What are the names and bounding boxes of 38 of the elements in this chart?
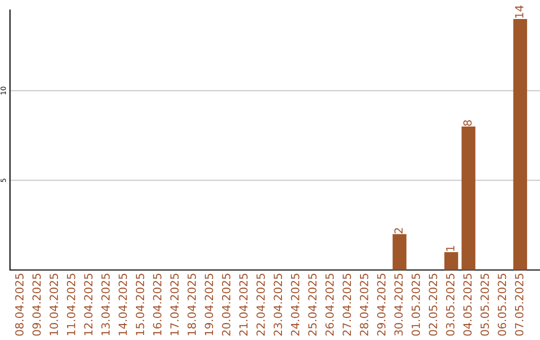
x-tick-label: 28.04.2025 [360, 274, 368, 336]
x-tick-label: 03.05.2025 [446, 274, 454, 336]
x-tick-label: 20.04.2025 [222, 274, 230, 336]
data-label: 14 [515, 5, 524, 18]
x-tick-label: 26.04.2025 [325, 274, 334, 336]
x-tick-label: 27.04.2025 [342, 274, 352, 336]
x-tick-label: 08.04.2025 [15, 274, 24, 336]
x-tick-label: 29.04.2025 [377, 274, 386, 336]
bar [444, 252, 458, 270]
x-tick-label: 30.04.2025 [394, 274, 403, 336]
x-tick-label: 14.04.2025 [118, 274, 127, 336]
x-tick-label: 07.05.2025 [515, 274, 524, 336]
x-tick-label: 18.04.2025 [188, 274, 196, 336]
x-tick-label: 17.04.2025 [170, 274, 179, 336]
bar [392, 234, 406, 270]
x-tick-label: 06.05.2025 [498, 274, 506, 336]
x-tick-label: 21.04.2025 [239, 274, 248, 336]
x-tick-label: 13.04.2025 [101, 274, 110, 336]
x-tick-label: 05.05.2025 [480, 274, 489, 336]
data-label: 8 [463, 120, 472, 126]
x-tick-label: 11.04.2025 [66, 274, 76, 336]
x-tick-label: 09.04.2025 [32, 274, 41, 336]
x-tick-label: 10.04.2025 [50, 274, 58, 336]
x-tick-label: 02.05.2025 [428, 274, 438, 336]
x-tick-label: 23.04.2025 [274, 274, 282, 336]
x-tick-label: 12.04.2025 [84, 274, 93, 336]
x-tick-label: 19.04.2025 [204, 274, 214, 336]
x-tick-label: 16.04.2025 [153, 274, 162, 336]
data-label: 2 [394, 228, 403, 234]
x-tick-label: 01.05.2025 [412, 274, 420, 336]
bar [513, 18, 528, 270]
x-tick-label: 25.04.2025 [308, 274, 317, 336]
data-label: 1 [446, 246, 454, 251]
x-tick-label: 15.04.2025 [136, 274, 144, 336]
x-tick-label: 24.04.2025 [290, 274, 300, 336]
x-tick-label: 22.04.2025 [256, 274, 265, 336]
x-tick-label: 04.05.2025 [463, 274, 472, 336]
bar [462, 126, 476, 270]
